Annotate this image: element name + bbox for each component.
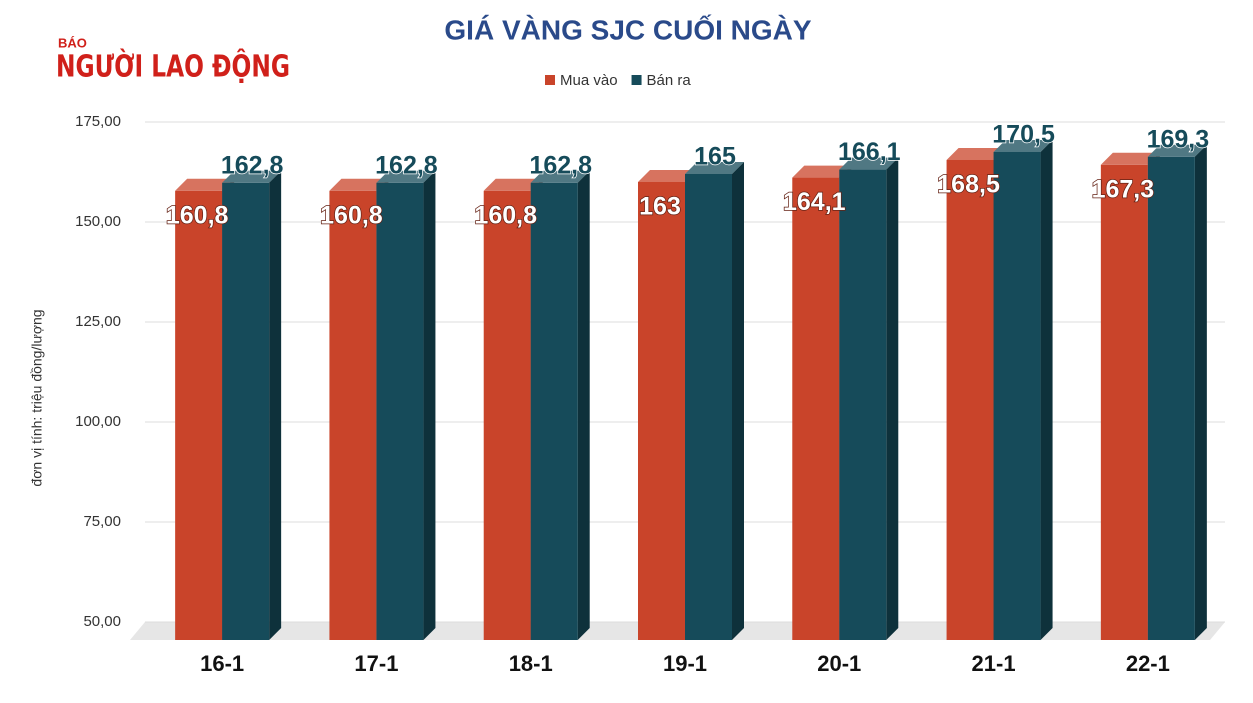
bar-top: [839, 157, 899, 170]
x-tick-label: 17-1: [354, 651, 398, 676]
data-label: 169,3: [1147, 125, 1210, 153]
bar: [1147, 156, 1195, 641]
bar-top: [792, 165, 852, 178]
bar-top: [993, 140, 1053, 152]
y-tick-label: 75,00: [83, 513, 121, 530]
y-axis-label: đơn vị tính: triệu đồng/lượng: [29, 309, 45, 486]
bar-top: [483, 178, 543, 191]
data-label: 167,3: [1092, 175, 1155, 203]
bar: [222, 182, 270, 641]
y-tick-label: 50,00: [83, 613, 121, 630]
legend-label: Bán ra: [647, 72, 692, 89]
data-label: 168,5: [937, 171, 1000, 199]
bar-top: [329, 178, 389, 191]
bar-3d: [839, 157, 899, 640]
bar-3d: [530, 170, 590, 641]
data-label: 160,8: [474, 201, 537, 229]
bar: [685, 174, 732, 640]
y-tick-label: 125,00: [75, 313, 121, 330]
bar-side: [732, 162, 744, 640]
data-label: 170,5: [992, 121, 1055, 149]
bar: [946, 160, 994, 640]
bar: [1100, 164, 1148, 641]
bar-3d: [1147, 144, 1207, 641]
bar-side: [269, 170, 282, 641]
data-label: 165: [694, 143, 736, 171]
bar-top: [1147, 144, 1207, 157]
x-tick-label: 19-1: [663, 651, 707, 676]
bar: [483, 190, 531, 641]
bar-3d: [993, 140, 1053, 640]
y-tick-label: 175,00: [75, 113, 121, 130]
chart-title: GIÁ VÀNG SJC CUỐI NGÀY: [444, 13, 811, 45]
x-tick-label: 20-1: [817, 651, 861, 676]
bar-top: [175, 178, 235, 191]
x-tick-label: 18-1: [509, 651, 553, 676]
bar: [530, 182, 578, 641]
bar-side: [577, 170, 590, 641]
bar-side: [886, 157, 899, 640]
bar-top: [1100, 152, 1160, 165]
bar-3d: [376, 170, 436, 641]
data-label: 166,1: [838, 138, 901, 166]
y-tick-label: 150,00: [75, 213, 121, 230]
logo-name: NGƯỜI LAO ĐỘNG: [56, 48, 290, 85]
data-label: 162,8: [529, 151, 592, 179]
bar: [792, 177, 840, 640]
bar-top: [638, 170, 697, 182]
data-label: 160,8: [320, 201, 383, 229]
bar-3d: [792, 165, 852, 640]
bar: [993, 152, 1041, 640]
x-tick-label: 21-1: [972, 651, 1016, 676]
data-label: 162,8: [221, 151, 284, 179]
bar-3d: [685, 162, 744, 640]
x-tick-label: 16-1: [200, 651, 244, 676]
data-label: 162,8: [375, 151, 438, 179]
legend-swatch: [545, 75, 555, 85]
bar-side: [1040, 140, 1053, 640]
bar-top: [376, 170, 436, 183]
data-label: 160,8: [166, 201, 229, 229]
y-tick-label: 100,00: [75, 413, 121, 430]
logo-small: BÁO: [58, 35, 87, 50]
bar: [376, 182, 424, 641]
bar: [329, 190, 377, 641]
bar: [638, 182, 685, 640]
data-label: 163: [639, 193, 681, 221]
bar: [839, 169, 887, 640]
legend-label: Mua vào: [560, 72, 618, 89]
bar: [175, 190, 223, 641]
bar-3d: [222, 170, 282, 641]
bar-top: [685, 162, 744, 174]
x-tick-label: 22-1: [1126, 651, 1170, 676]
bar-side: [1194, 144, 1207, 641]
bar-top: [946, 148, 1006, 160]
bar-side: [423, 170, 436, 641]
data-label: 164,1: [783, 188, 846, 216]
bar-top: [222, 170, 282, 183]
legend-swatch: [631, 75, 642, 85]
bar-top: [530, 170, 590, 183]
